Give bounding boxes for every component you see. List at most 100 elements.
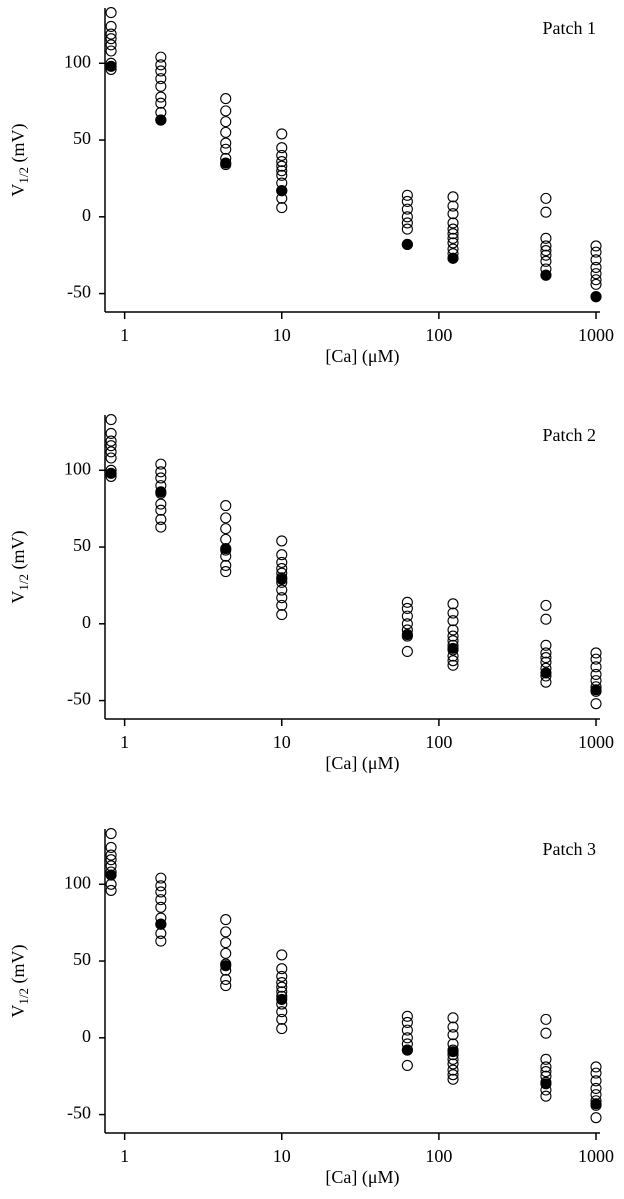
point [447, 1021, 459, 1033]
point [590, 661, 602, 673]
point [401, 645, 413, 657]
point [155, 504, 167, 516]
point [590, 268, 602, 280]
point [155, 51, 167, 63]
point [447, 1069, 459, 1081]
y-axis-label-part: 1/2 [16, 988, 31, 1005]
point [276, 562, 288, 575]
point [105, 414, 117, 426]
point [401, 1059, 413, 1071]
point [540, 269, 552, 281]
point [540, 245, 552, 257]
point [105, 33, 117, 45]
y-tick-label: 0 [82, 205, 91, 225]
point [590, 668, 602, 681]
point [540, 652, 552, 664]
point [276, 970, 288, 982]
y-tick-label: 50 [73, 535, 91, 555]
point [276, 981, 288, 993]
point [590, 291, 602, 303]
point [540, 1013, 552, 1025]
point [155, 886, 167, 898]
point [447, 655, 459, 667]
annotation: Patch 3 [543, 839, 597, 859]
point [401, 195, 413, 208]
y-axis-label-part: (mV) [8, 944, 29, 988]
point [105, 860, 117, 872]
point [220, 973, 232, 986]
point [105, 849, 117, 861]
point [401, 189, 413, 201]
point [540, 1027, 552, 1039]
point [590, 254, 602, 266]
x-tick-label: 10 [273, 325, 291, 345]
point [220, 960, 232, 972]
point [276, 165, 288, 177]
point [590, 246, 602, 258]
point [401, 596, 413, 608]
point [540, 255, 552, 267]
point [105, 446, 117, 458]
point [590, 1075, 602, 1087]
point [540, 206, 552, 218]
point [447, 1064, 459, 1076]
point [447, 1073, 459, 1085]
point [447, 624, 459, 636]
point [401, 1024, 413, 1036]
point [276, 1006, 288, 1018]
point [276, 202, 288, 214]
point [276, 976, 288, 989]
point [401, 203, 413, 215]
point [220, 914, 232, 926]
point [105, 869, 117, 881]
y-tick-label: 100 [64, 51, 91, 71]
point [220, 926, 232, 938]
x-tick-label: 1000 [578, 1146, 614, 1166]
point [105, 39, 117, 51]
point [540, 599, 552, 611]
point [447, 208, 459, 220]
point [105, 841, 117, 853]
point [220, 157, 232, 169]
point [276, 993, 288, 1005]
point [220, 566, 232, 578]
x-axis-label: [Ca] (μM) [325, 753, 399, 774]
point [447, 191, 459, 203]
y-tick-label: 100 [64, 458, 91, 478]
point [401, 1010, 413, 1022]
point [155, 466, 167, 478]
point [540, 232, 552, 244]
point [105, 427, 117, 439]
point [220, 143, 232, 155]
y-axis-label-part: 1/2 [16, 167, 31, 184]
point [401, 602, 413, 615]
point [447, 228, 459, 240]
point [155, 894, 167, 906]
point [590, 1112, 602, 1124]
point [155, 97, 167, 109]
point [590, 261, 602, 274]
point [220, 116, 232, 128]
y-axis-label-part: V [8, 591, 28, 604]
point [155, 80, 167, 92]
point [447, 598, 459, 610]
x-tick-label: 100 [425, 1146, 452, 1166]
point [105, 20, 117, 32]
point [447, 1012, 459, 1024]
point [220, 947, 232, 959]
point [540, 1066, 552, 1078]
point [276, 609, 288, 621]
y-tick-label: 0 [82, 1026, 91, 1046]
point [447, 217, 459, 229]
point [276, 584, 288, 596]
panel: -50 0 50 100 1 10 100 1000 [Ca] (μM) Patch 3 V1/2 … [8, 828, 614, 1188]
point [155, 918, 167, 930]
point [276, 185, 288, 197]
point [540, 639, 552, 651]
point [220, 543, 232, 555]
y-axis-label-part: (mV) [8, 123, 29, 167]
y-axis-label-part: 1/2 [16, 574, 31, 591]
point [155, 872, 167, 884]
point [590, 1082, 602, 1095]
